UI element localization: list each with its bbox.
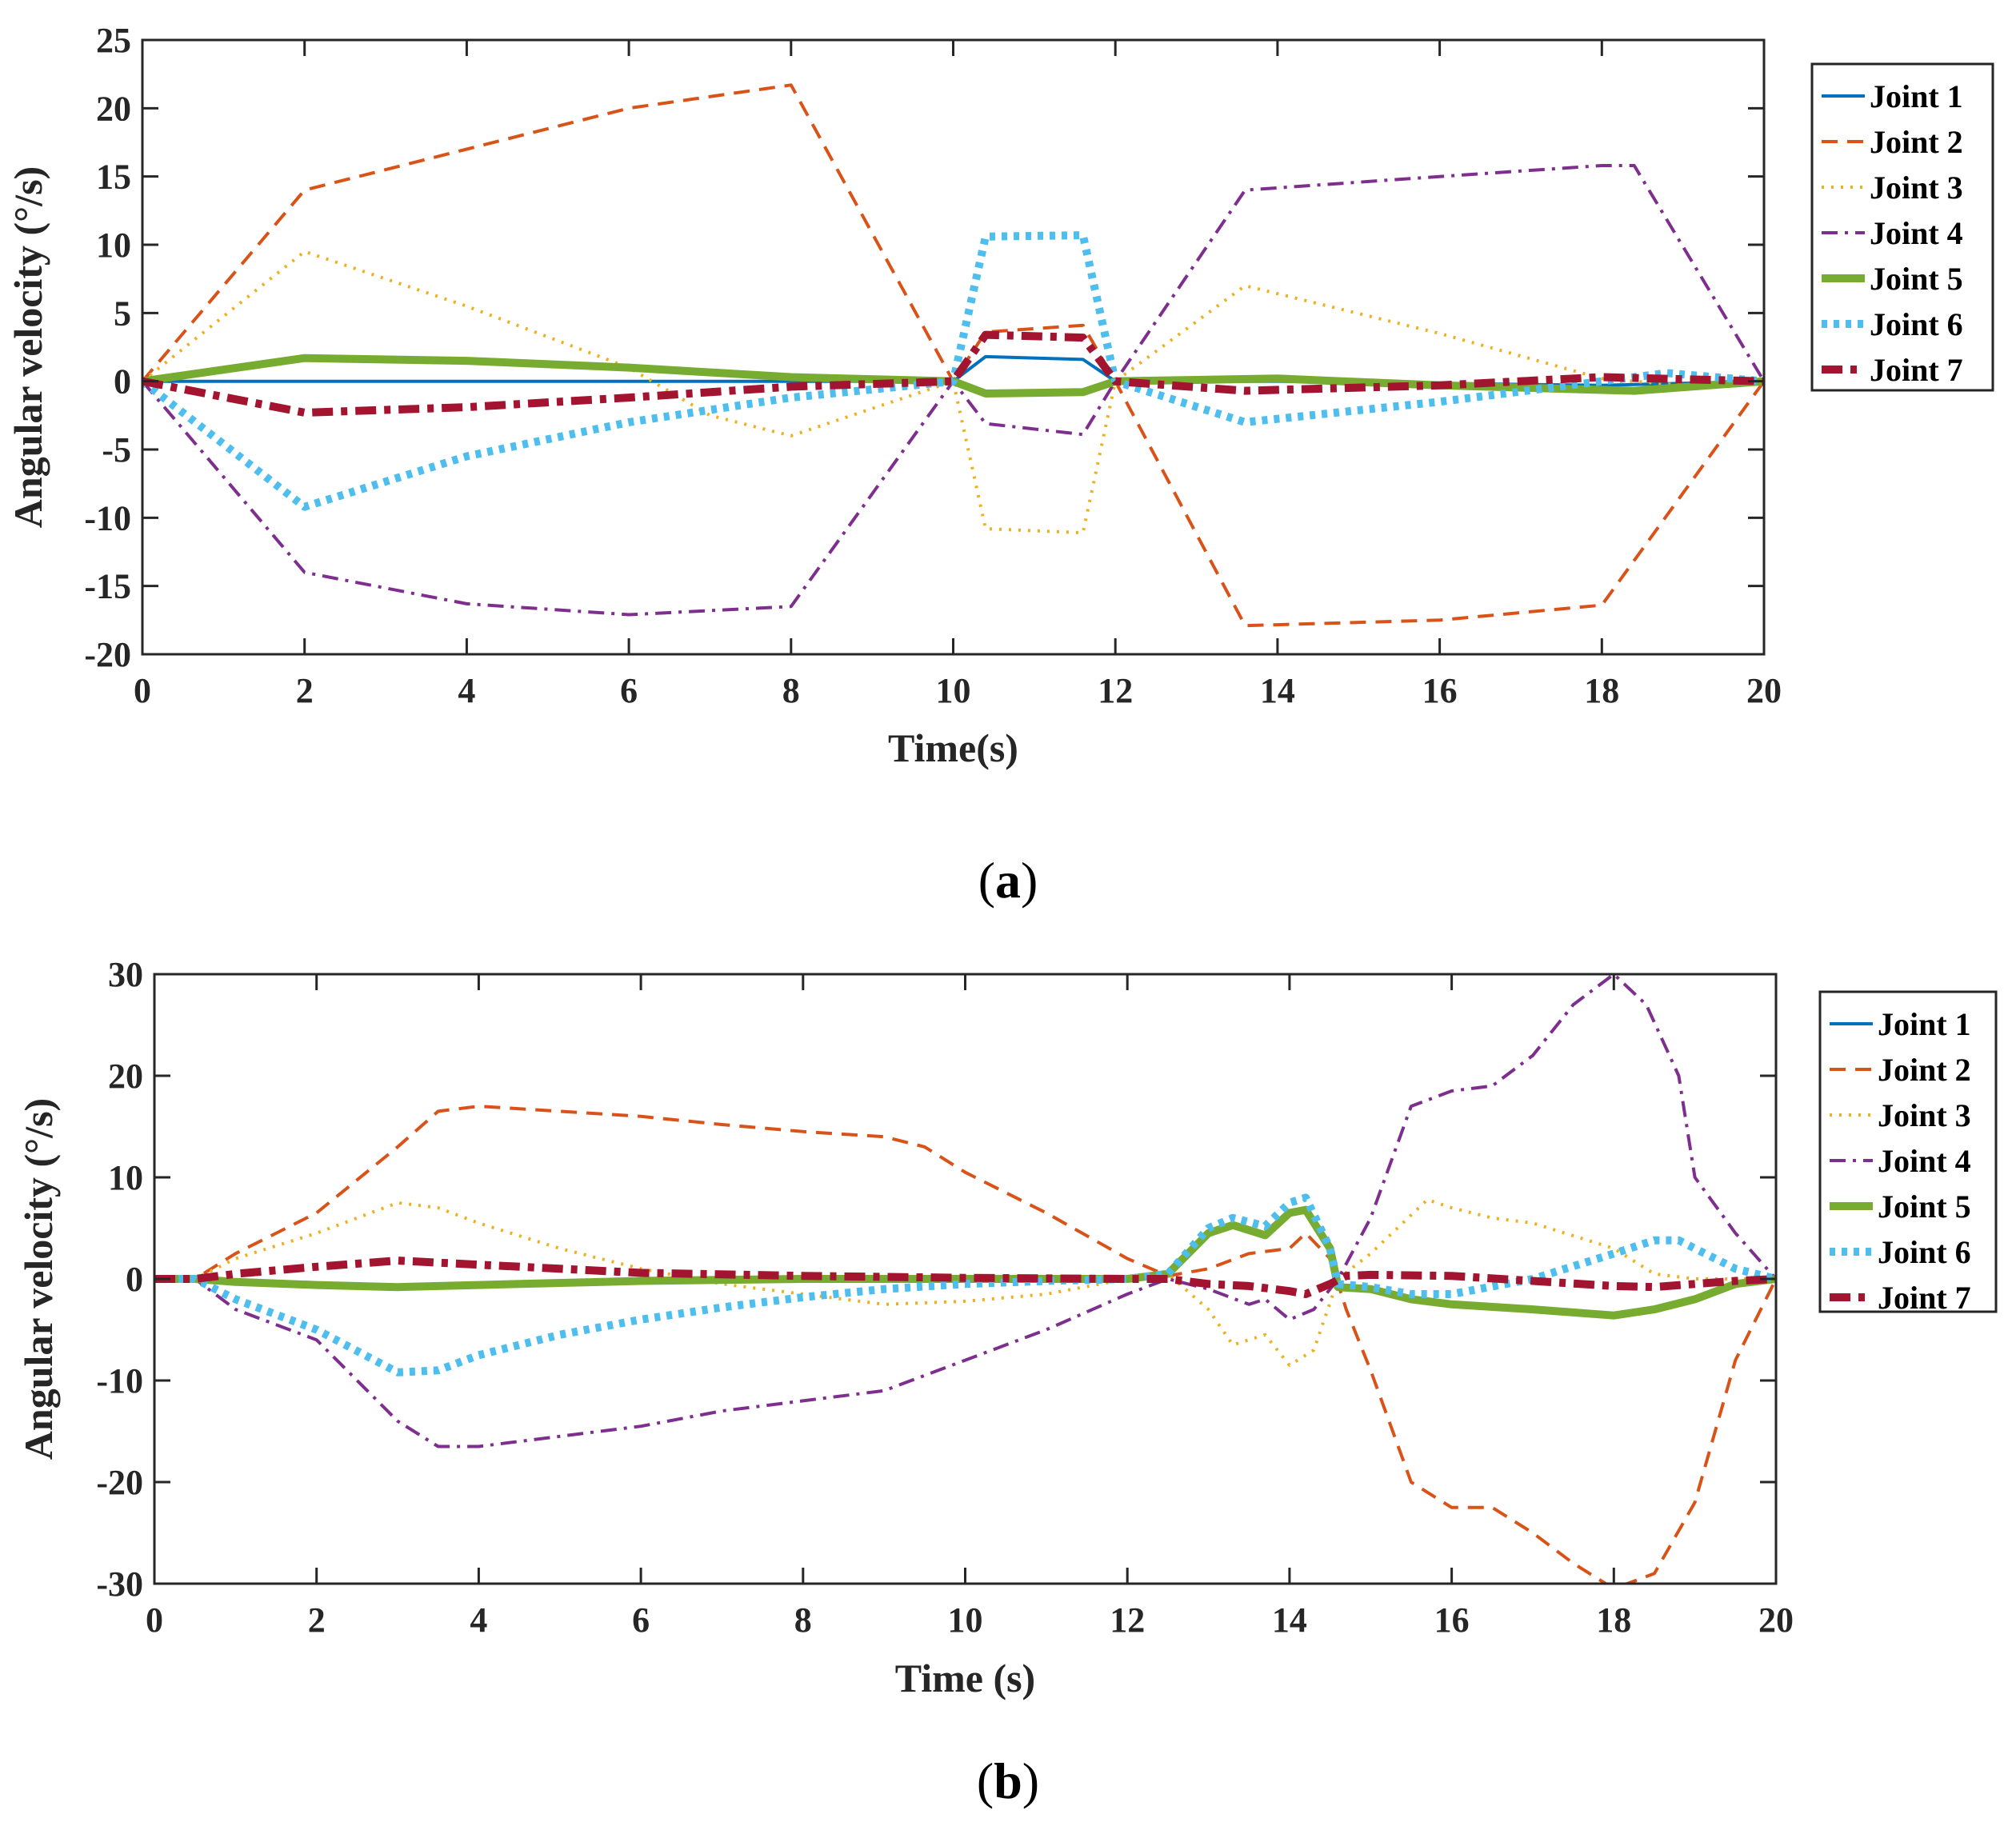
x-tick-label: 10 [948,1600,983,1640]
series-line-joint-6 [142,231,1764,511]
legend-label: Joint 2 [1870,124,1963,160]
x-tick-label: 18 [1596,1600,1631,1640]
y-tick-label: 10 [96,226,131,265]
legend-box [1810,62,1994,392]
x-tick-label: 0 [134,671,151,710]
y-tick-label: 10 [108,1158,143,1197]
legend-label: Joint 5 [1878,1189,1971,1225]
y-tick-label: -10 [84,498,131,537]
y-axis-label: Angular velocity (°/s) [6,166,50,528]
legend-label: Joint 7 [1870,352,1963,388]
y-tick-label: 20 [96,89,131,128]
y-tick-label: -30 [96,1564,143,1604]
legend-label: Joint 4 [1878,1143,1971,1179]
plot-area [142,40,1764,654]
x-axis-label: Time(s) [888,725,1018,770]
legend-label: Joint 3 [1870,170,1963,206]
y-tick-label: -15 [84,567,131,606]
x-tick-label: 2 [296,671,314,710]
caption-a-letter: a [995,852,1021,909]
y-tick-label: 20 [108,1057,143,1096]
y-tick-label: -10 [96,1361,143,1400]
x-tick-label: 8 [782,671,800,710]
chart-b: 0 2 4 6 8 10 12 14 16 18 20 -30 -20 -10 0 10 20 30 Time (s… [16,955,1998,1700]
x-tick-label: 10 [936,671,971,710]
legend-box [1818,990,1998,1313]
x-tick-label: 6 [620,671,638,710]
x-tick-label: 6 [632,1600,650,1640]
legend-label: Joint 3 [1878,1097,1971,1133]
legend-label: Joint 7 [1878,1280,1971,1316]
x-tick-label: 16 [1434,1600,1470,1640]
x-tick-label: 14 [1272,1600,1307,1640]
x-tick-label: 0 [146,1600,163,1640]
legend-label: Joint 1 [1878,1006,1971,1042]
series-line-joint-4 [142,164,1764,617]
y-tick-label: 0 [114,362,131,402]
legend-label: Joint 2 [1878,1052,1971,1088]
x-tick-label: 4 [458,671,475,710]
x-tick-label: 12 [1098,671,1133,710]
y-tick-label: 15 [96,158,131,197]
x-tick-label: 20 [1746,671,1782,710]
x-tick-label: 18 [1584,671,1619,710]
y-tick-label: -20 [84,635,131,674]
y-tick-label: 25 [96,21,131,60]
legend: Joint 1 Joint 2 Joint 3 Joint 4 Joint 5 Joint… [1818,990,1998,1316]
caption-b-letter: b [994,1752,1022,1809]
legend-label: Joint 1 [1870,78,1963,114]
legend-label: Joint 6 [1870,306,1963,342]
series-group [142,83,1764,628]
legend-label: Joint 4 [1870,215,1963,251]
legend-label: Joint 5 [1870,261,1963,297]
x-tick-label: 4 [470,1600,487,1640]
x-axis-label: Time (s) [895,1656,1035,1700]
x-tick-label: 8 [794,1600,812,1640]
y-tick-label: 5 [114,294,131,333]
legend-label: Joint 6 [1878,1234,1971,1270]
series-group [154,974,1776,1584]
y-axis-label: Angular velocity (°/s) [16,1098,61,1460]
series-line-joint-3 [154,1197,1776,1367]
x-tick-label: 12 [1110,1600,1145,1640]
y-tick-label: 0 [126,1260,143,1299]
chart-a: 0 2 4 6 8 10 12 14 16 18 20 -20 -15 -10 -5 0 5 10 15 20 25 Ti… [6,21,1994,770]
series-line-joint-5 [154,1205,1776,1320]
y-tick-label: -20 [96,1463,143,1502]
caption-b: (b) [977,1752,1039,1809]
y-tick-label: 30 [108,955,143,994]
series-line-joint-2 [142,83,1764,628]
x-tick-label: 2 [308,1600,326,1640]
y-tick-label: -5 [102,430,131,469]
x-tick-label: 14 [1260,671,1295,710]
legend: Joint 1 Joint 2 Joint 3 Joint 4 Joint 5 Joint… [1810,62,1994,392]
x-tick-label: 16 [1422,671,1458,710]
caption-a: (a) [978,852,1038,909]
series-line-joint-7 [142,330,1764,417]
series-line-joint-6 [154,1193,1776,1376]
x-tick-label: 20 [1758,1600,1794,1640]
